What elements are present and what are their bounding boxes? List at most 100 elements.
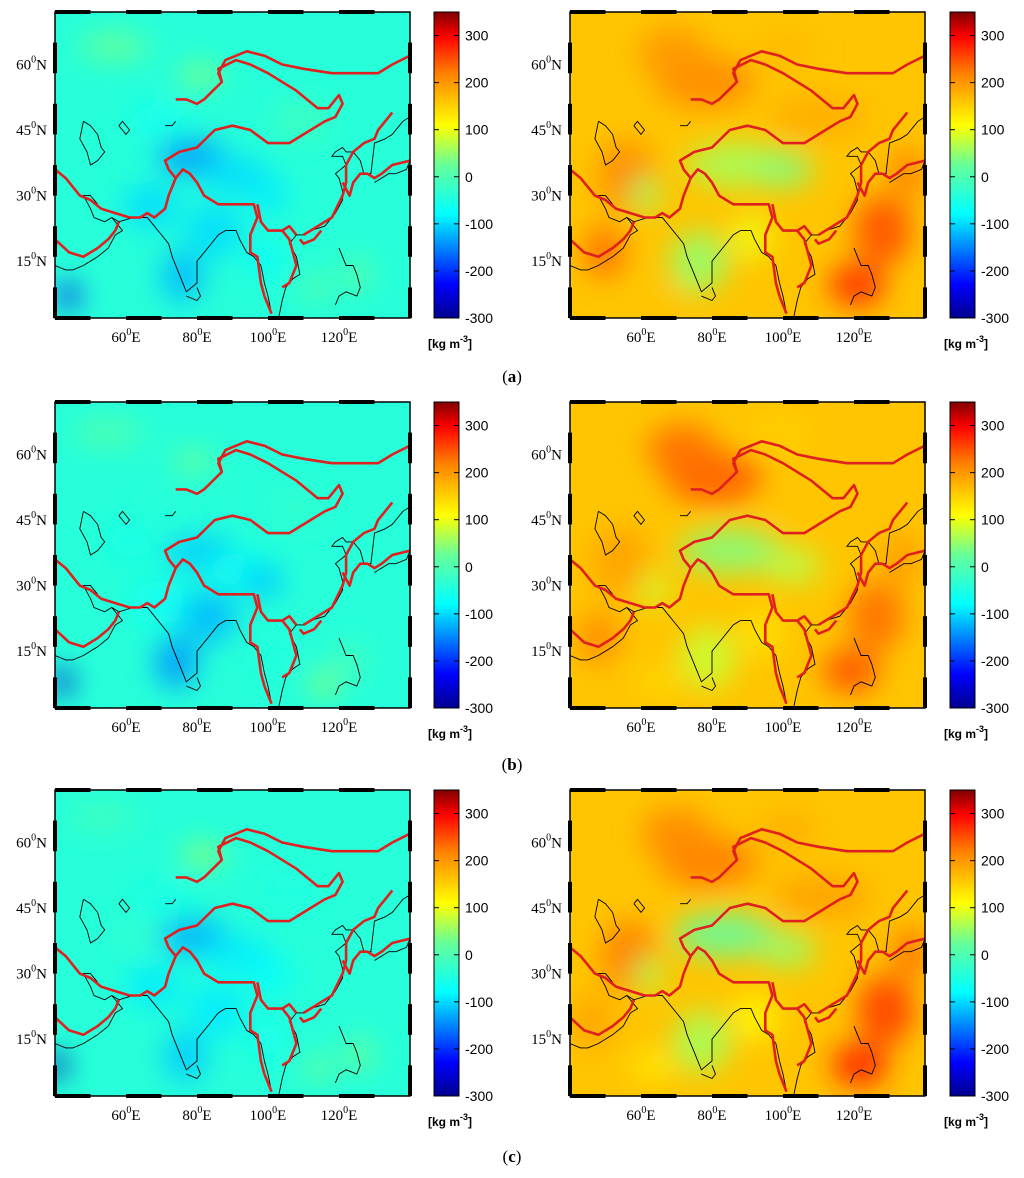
field-blob xyxy=(336,642,365,678)
field-blob xyxy=(108,522,152,558)
latitude-tick-label: 150N xyxy=(531,251,562,270)
colorbar-tick-label: -200 xyxy=(465,653,493,669)
coastline xyxy=(111,607,272,704)
colorbar-tick-label: 100 xyxy=(981,122,1005,138)
boundary-line xyxy=(55,168,266,297)
longitude-tick-label: 800E xyxy=(182,327,211,346)
field-blob xyxy=(633,956,663,992)
coastline xyxy=(334,247,361,306)
field-blob xyxy=(72,419,144,446)
coastline xyxy=(55,585,124,661)
field-blob xyxy=(55,668,73,695)
field-blob xyxy=(768,95,869,139)
boundaries xyxy=(55,440,410,705)
boundary-line xyxy=(771,594,813,626)
colorbar-unit-label: [kg m-3] xyxy=(428,724,472,741)
map-panel-3 xyxy=(53,400,460,710)
field-blob xyxy=(55,1052,67,1079)
colorbar-tick-label: -200 xyxy=(465,1041,493,1057)
colorbar xyxy=(949,401,976,709)
map-panel-6 xyxy=(568,788,976,1098)
coastline xyxy=(701,287,717,302)
boundary-line xyxy=(55,221,121,259)
field-blob xyxy=(631,1052,675,1079)
longitude-tick-label: 600E xyxy=(626,717,655,736)
boundary-line xyxy=(732,440,925,473)
coastline xyxy=(594,510,621,556)
latitude-tick-label: 600N xyxy=(531,832,562,851)
field-blob xyxy=(189,984,247,1037)
field-blob xyxy=(831,1043,889,1087)
colorbar-tick-label: -300 xyxy=(981,1088,1009,1104)
field-blob xyxy=(739,611,782,656)
field-blob xyxy=(178,66,222,84)
boundary-line xyxy=(856,937,925,975)
coastlines xyxy=(570,506,925,708)
latitude-tick-label: 300N xyxy=(16,964,47,983)
coastline xyxy=(626,995,787,1092)
coastlines xyxy=(570,116,925,318)
colorbar-tick-label: 100 xyxy=(981,512,1005,528)
longitude-tick-label: 1200E xyxy=(836,327,873,346)
field-blob xyxy=(114,136,158,172)
boundary-line xyxy=(796,619,813,679)
longitude-tick-label: 600E xyxy=(111,1105,140,1124)
field-blob xyxy=(857,975,914,1046)
field-blob xyxy=(771,875,872,919)
latitude-tick-label: 450N xyxy=(531,510,562,529)
latitude-tick-label: 600N xyxy=(531,54,562,73)
coastline xyxy=(165,511,177,517)
longitude-tick-label: 1200E xyxy=(321,717,358,736)
boundary-line xyxy=(55,999,121,1037)
colorbar xyxy=(949,789,976,1097)
boundary-line xyxy=(298,229,323,245)
coastline xyxy=(79,120,106,166)
coastline xyxy=(278,894,410,1096)
coastline xyxy=(334,1025,361,1084)
boundary-line xyxy=(302,111,394,237)
boundary-line xyxy=(817,111,909,237)
coastline xyxy=(118,510,131,526)
coastline xyxy=(889,160,925,183)
coastline xyxy=(570,585,639,661)
boundary-line xyxy=(570,558,781,687)
field-blob xyxy=(641,807,712,860)
boundaries xyxy=(55,828,410,1093)
field-blob xyxy=(160,250,204,303)
boundary-line xyxy=(217,828,410,861)
colorbar-tick-label: 0 xyxy=(465,169,473,185)
coastline xyxy=(850,637,876,696)
boundaries xyxy=(570,50,925,315)
coastline xyxy=(633,898,646,914)
colorbar-tick-label: 200 xyxy=(981,853,1005,869)
coastline xyxy=(793,506,925,708)
boundary-line xyxy=(817,501,909,627)
boundary-line xyxy=(263,295,273,315)
coastline xyxy=(186,677,202,692)
map-frame xyxy=(53,10,412,320)
field-blob xyxy=(674,912,774,957)
boundaries xyxy=(570,440,925,705)
boundary-line xyxy=(341,159,410,197)
boundary-line xyxy=(55,611,121,649)
boundary-line xyxy=(813,619,838,635)
boundary-line xyxy=(570,946,781,1075)
coastline xyxy=(55,973,124,1049)
coastline xyxy=(570,195,639,271)
field-blob xyxy=(66,803,138,830)
field-blob xyxy=(757,31,815,67)
longitude-tick-label: 1000E xyxy=(765,327,802,346)
colorbar-tick-label: 200 xyxy=(465,75,489,91)
field-blob xyxy=(246,178,290,214)
field-blob xyxy=(751,417,809,453)
colorbar xyxy=(433,789,460,1097)
coastline xyxy=(334,637,361,696)
latitude-tick-label: 600N xyxy=(531,444,562,463)
longitude-tick-label: 1000E xyxy=(765,717,802,736)
subfigure-label: (c) xyxy=(503,1147,522,1166)
longitude-tick-label: 800E xyxy=(182,1105,211,1124)
boundary-line xyxy=(341,549,410,587)
coastline xyxy=(850,1025,876,1084)
field-blob xyxy=(57,282,79,309)
